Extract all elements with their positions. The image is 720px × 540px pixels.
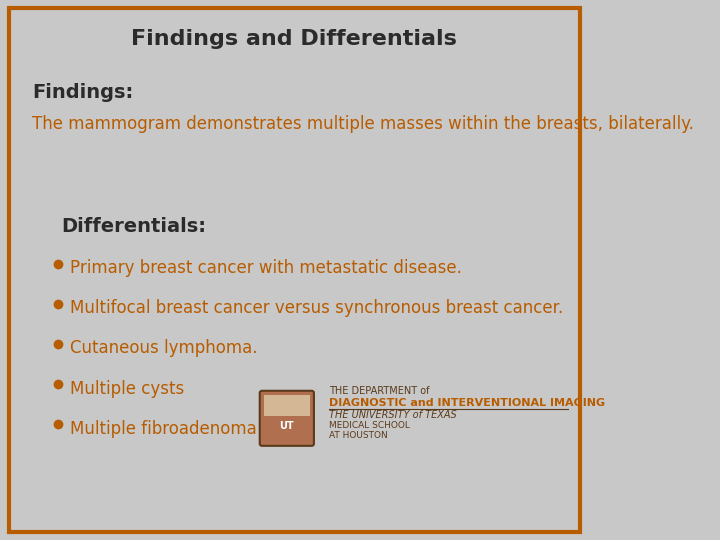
Text: AT HOUSTON: AT HOUSTON: [329, 431, 388, 440]
Text: Multiple cysts: Multiple cysts: [70, 380, 184, 397]
Text: DIAGNOSTIC and INTERVENTIONAL IMAGING: DIAGNOSTIC and INTERVENTIONAL IMAGING: [329, 398, 606, 408]
Text: THE DEPARTMENT of: THE DEPARTMENT of: [329, 386, 430, 396]
Text: UT: UT: [279, 421, 294, 431]
Text: Primary breast cancer with metastatic disease.: Primary breast cancer with metastatic di…: [70, 259, 462, 278]
Text: Findings and Differentials: Findings and Differentials: [131, 30, 457, 50]
Text: The mammogram demonstrates multiple masses within the breasts, bilaterally.: The mammogram demonstrates multiple mass…: [32, 115, 694, 133]
Text: Multiple fibroadenoma: Multiple fibroadenoma: [70, 420, 256, 437]
Text: Findings:: Findings:: [32, 83, 133, 102]
Text: Cutaneous lymphoma.: Cutaneous lymphoma.: [70, 340, 257, 357]
Text: Multifocal breast cancer versus synchronous breast cancer.: Multifocal breast cancer versus synchron…: [70, 299, 563, 318]
Text: MEDICAL SCHOOL: MEDICAL SCHOOL: [329, 421, 410, 430]
FancyBboxPatch shape: [260, 391, 314, 446]
FancyBboxPatch shape: [9, 8, 580, 532]
FancyBboxPatch shape: [264, 395, 310, 416]
Text: THE UNIVERSITY of TEXAS: THE UNIVERSITY of TEXAS: [329, 410, 456, 420]
Text: Differentials:: Differentials:: [61, 217, 206, 235]
